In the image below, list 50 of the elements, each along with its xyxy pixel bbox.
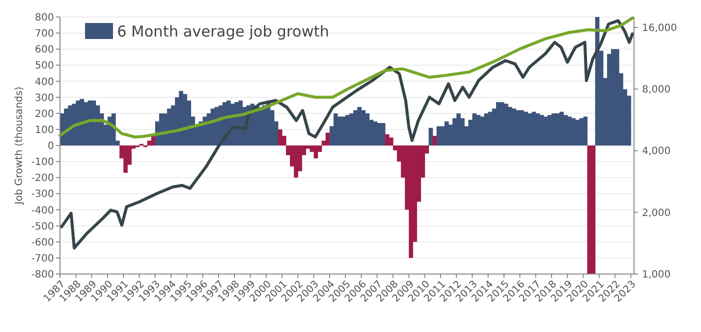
y-tick-label: -800 [31,270,54,280]
y-tick-label: -400 [31,205,54,216]
y-tick-label: -300 [31,189,54,200]
y2-tick-label: 4,000 [642,146,671,158]
y-tick-label: -700 [31,253,54,264]
bar [536,113,540,146]
y-tick-label: 700 [34,28,54,40]
y-tick-label: -100 [31,157,54,168]
bar [377,123,382,146]
bar [432,136,437,146]
bar [151,136,156,146]
y-tick-label: -600 [31,237,54,248]
bar [373,121,378,146]
bar [278,129,282,146]
bar [496,102,500,146]
bar [544,116,548,146]
bar [488,112,492,146]
bar [428,128,433,146]
y-tick-label: 800 [34,12,54,24]
bar [436,126,441,146]
bar [552,113,556,146]
bar [587,146,592,274]
y-tick-label: 100 [34,124,54,136]
bar [381,123,386,146]
line-series [60,19,634,250]
y2-tick-label: 2,000 [642,208,671,219]
y2-tick-label: 8,000 [642,84,671,96]
bar [123,146,128,173]
bar [480,116,484,146]
y-axis-title: Job Growth (thousands) [14,86,25,206]
bar [583,116,588,146]
bar [548,114,552,146]
bar [314,146,318,158]
bar [540,114,544,146]
bar [326,132,330,146]
y-tick-label: 500 [34,60,54,72]
line-series [58,16,634,138]
y2-tick-label: 16,000 [642,22,677,34]
y-tick-label: 0 [48,141,54,152]
bar [591,146,596,274]
bar [484,113,488,146]
y-tick-label: -200 [31,173,54,184]
y2-tick-label: 1,000 [642,270,671,280]
bar [385,134,390,146]
y-tick-label: -500 [31,221,54,232]
y-tick-label: 300 [34,92,54,104]
y-tick-label: 200 [34,108,54,120]
y-tick-label: 600 [34,44,54,56]
legend-label: 6 Month average job growth [117,22,330,40]
y-tick-label: 400 [34,76,54,88]
